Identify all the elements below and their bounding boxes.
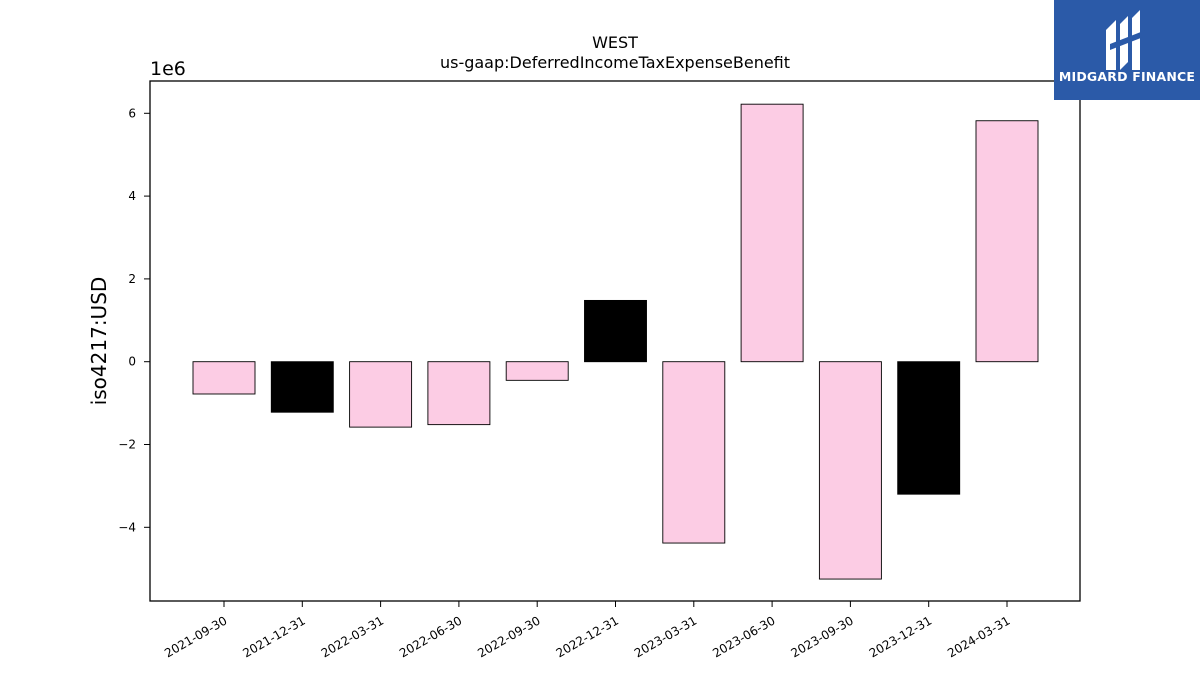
bar-2021-12-31 (270, 361, 334, 413)
bar-2022-06-30 (427, 361, 491, 426)
x-tick-label: 2021-09-30 (162, 613, 229, 660)
y-tick-label: 0 (128, 355, 136, 369)
x-tick-label: 2021-12-31 (240, 613, 307, 660)
bar-2021-09-30 (192, 361, 256, 395)
x-tick-label: 2024-03-31 (945, 613, 1012, 660)
x-tick-label: 2023-03-31 (632, 613, 699, 660)
x-tick-label: 2023-09-30 (788, 613, 855, 660)
y-tick-label: −2 (118, 438, 136, 452)
y-tick-label: 2 (128, 272, 136, 286)
x-tick-label: 2023-06-30 (710, 613, 777, 660)
chart-title: WEST (592, 33, 638, 52)
bar-2022-12-31 (584, 299, 647, 363)
bar-2022-03-31 (349, 361, 413, 428)
x-tick-label: 2022-12-31 (554, 613, 621, 660)
bars-group (192, 103, 1039, 580)
y-tick-label: −4 (118, 520, 136, 534)
x-axis: 2021-09-30 2021-12-31 2022-03-31 2022-06-30… (162, 601, 1013, 660)
x-tick-label: 2023-12-31 (867, 613, 934, 660)
bar-2023-03-31 (662, 361, 726, 544)
brand-logo: MIDGARD FINANCE (1054, 0, 1200, 100)
y-axis: −4 −2 0 2 4 6 (118, 106, 150, 534)
bar-2022-09-30 (505, 361, 569, 381)
y-axis-label: iso4217:USD (87, 277, 111, 406)
bar-2023-06-30 (740, 103, 804, 363)
bar-2023-12-31 (897, 361, 961, 495)
y-tick-label: 4 (128, 189, 136, 203)
y-scale-label: 1e6 (150, 58, 186, 80)
y-tick-label: 6 (128, 106, 136, 120)
midgard-logo-icon (1106, 10, 1146, 70)
bar-2023-09-30 (818, 361, 882, 580)
bar-2024-03-31 (975, 120, 1039, 363)
x-tick-label: 2022-03-31 (319, 613, 386, 660)
chart-subtitle: us-gaap:DeferredIncomeTaxExpenseBenefit (440, 53, 790, 72)
x-tick-label: 2022-06-30 (397, 613, 464, 660)
x-tick-label: 2022-09-30 (475, 613, 542, 660)
logo-text: MIDGARD FINANCE (1058, 69, 1196, 84)
